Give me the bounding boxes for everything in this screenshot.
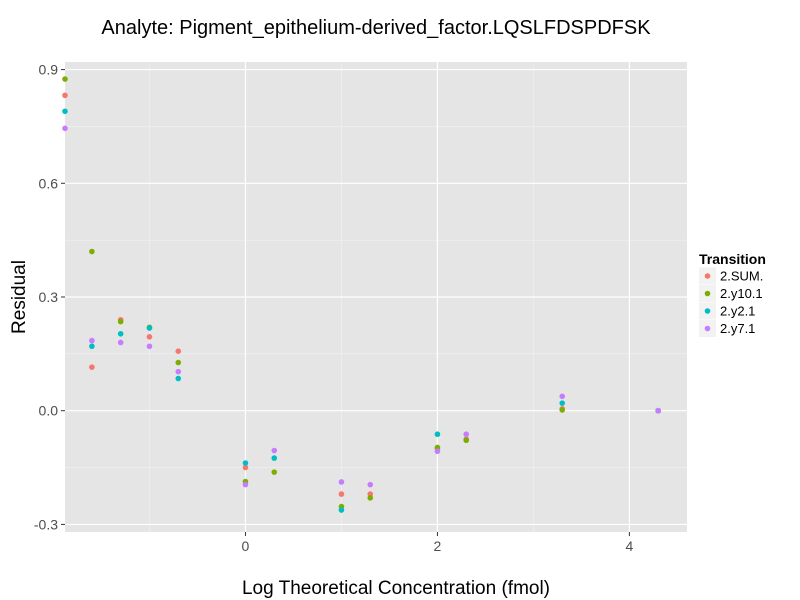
data-point — [117, 330, 124, 337]
legend-key-marker — [704, 273, 711, 279]
y-axis-title: Residual — [9, 260, 30, 334]
data-point — [242, 464, 249, 471]
legend-label: 2.y2.1 — [720, 304, 755, 319]
data-point — [338, 507, 345, 513]
legend-key-marker — [704, 325, 711, 332]
x-axis-title: Log Theoretical Concentration (fmol) — [242, 578, 550, 599]
data-point — [62, 108, 68, 115]
data-point — [89, 248, 95, 255]
x-tick-label: 4 — [626, 538, 634, 554]
y-tick-label: -0.3 — [34, 516, 58, 532]
data-point — [463, 437, 470, 444]
x-tick-label: 0 — [242, 538, 250, 554]
data-point — [89, 337, 95, 344]
legend-key-marker — [704, 290, 711, 297]
data-point — [146, 325, 153, 331]
data-point — [242, 460, 249, 466]
data-point — [146, 343, 153, 350]
data-point — [62, 92, 68, 99]
data-points — [62, 76, 662, 513]
data-point — [117, 318, 124, 325]
data-point — [559, 400, 566, 406]
data-point — [89, 364, 95, 370]
data-point — [271, 469, 278, 475]
data-point — [175, 368, 182, 375]
data-point — [367, 495, 374, 501]
grid-lines — [65, 62, 687, 532]
data-point — [338, 479, 345, 485]
y-tick-label: 0.0 — [39, 403, 59, 419]
chart-title: Analyte: Pigment_epithelium-derived_fact… — [101, 17, 651, 39]
y-tick-label: 0.6 — [39, 175, 59, 191]
legend: Transition 2.SUM. 2.y10.1 2.y2.1 2.y7.1 — [699, 251, 766, 337]
data-point — [338, 491, 345, 497]
legend-key-marker — [704, 308, 711, 314]
axes: 0 2 4 -0.3 0.0 0.3 0.6 0.9 — [34, 62, 634, 554]
data-point — [271, 447, 278, 454]
data-point — [655, 407, 662, 414]
data-point — [117, 339, 124, 346]
data-point — [175, 359, 182, 366]
legend-label: 2.y7.1 — [720, 321, 755, 336]
data-point — [175, 348, 182, 355]
legend-label: 2.SUM. — [720, 269, 763, 284]
data-point — [271, 455, 278, 461]
legend-title: Transition — [699, 251, 766, 267]
data-point — [89, 343, 95, 350]
y-tick-label: 0.3 — [39, 289, 59, 305]
y-tick-label: 0.9 — [39, 62, 59, 78]
data-point — [434, 431, 441, 438]
x-tick-label: 2 — [434, 538, 442, 554]
legend-label: 2.y10.1 — [720, 286, 763, 301]
data-point — [62, 76, 68, 82]
data-point — [242, 481, 249, 488]
data-point — [434, 448, 441, 455]
data-point — [463, 431, 470, 438]
data-point — [559, 393, 566, 400]
data-point — [559, 407, 566, 413]
data-point — [367, 481, 374, 488]
data-point — [62, 125, 68, 132]
data-point — [175, 375, 182, 382]
data-point — [146, 333, 153, 340]
